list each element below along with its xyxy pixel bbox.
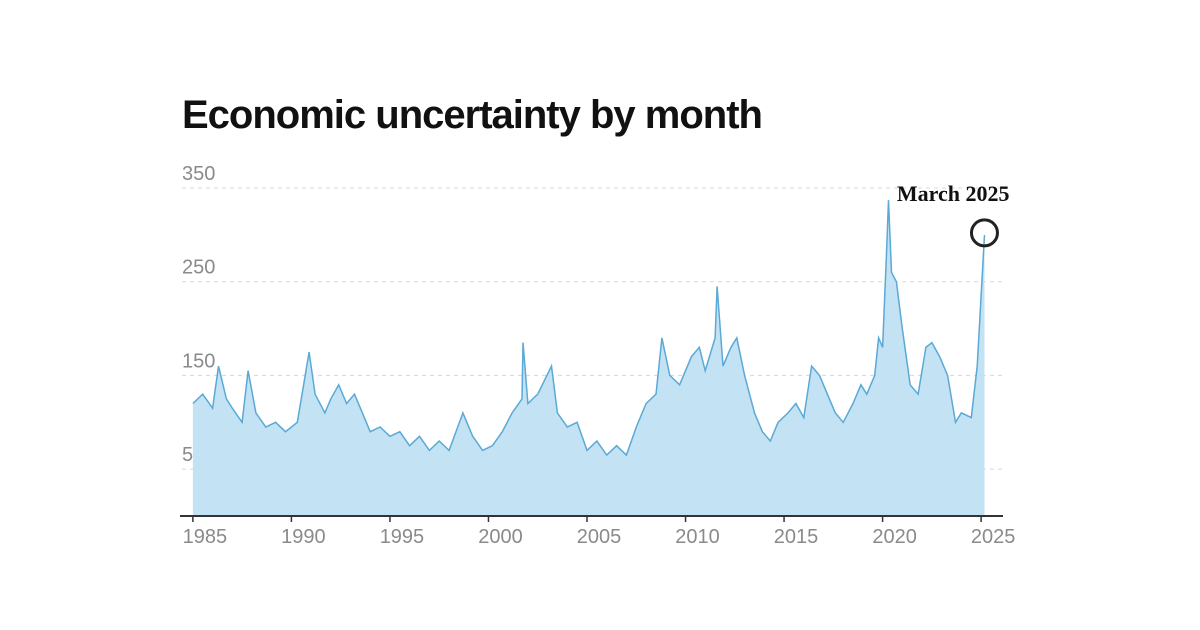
x-tick-label: 1985: [183, 526, 228, 548]
line: [192, 200, 986, 457]
x-tick-label: 2010: [675, 526, 720, 548]
x-tick-label: 2025: [971, 526, 1016, 548]
x-tick-label: 1990: [281, 526, 326, 548]
x-tick-label: 1995: [380, 526, 425, 548]
chart-title: Economic uncertainty by month: [182, 93, 762, 137]
annotation: March 2025: [897, 181, 1010, 206]
x-tick-label: 2020: [872, 526, 917, 548]
x-tick-label: 2000: [478, 526, 523, 548]
area: [192, 200, 985, 516]
y-tick-label: 250: [182, 257, 215, 279]
x-tick-label: 2015: [774, 526, 819, 548]
x-tick-label: 2005: [577, 526, 622, 548]
y-tick-label: 150: [182, 350, 215, 372]
y-tick-label: 350: [182, 163, 215, 185]
highlight-circle: [969, 218, 999, 248]
